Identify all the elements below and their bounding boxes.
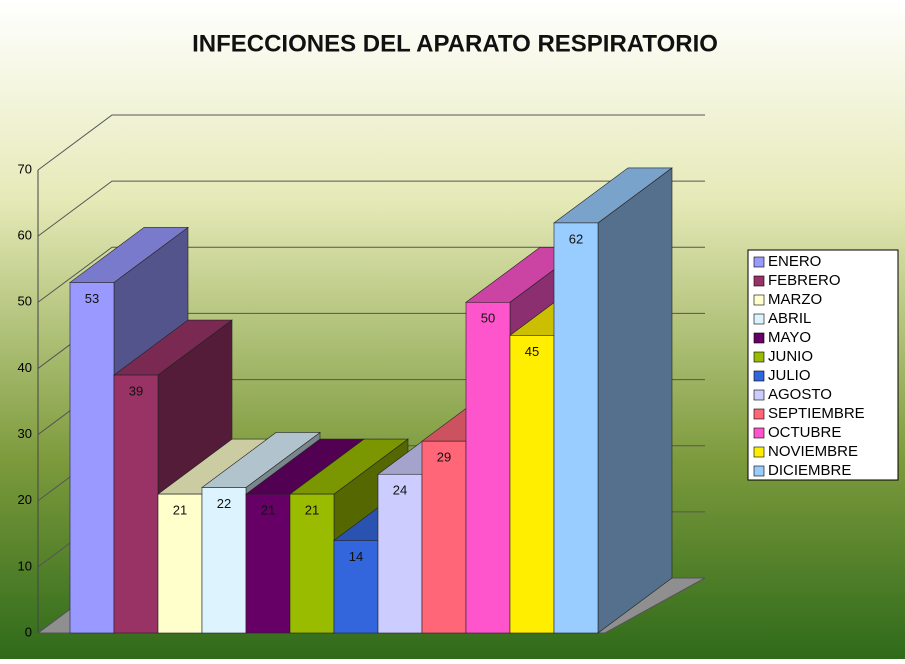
data-label: 21: [173, 503, 187, 518]
data-label: 21: [261, 503, 275, 518]
data-label: 53: [85, 291, 99, 306]
y-tick-label: 30: [18, 426, 32, 441]
legend-swatch: [753, 427, 765, 439]
bar: [69, 282, 115, 634]
grid-line: [37, 114, 705, 171]
bar: [201, 487, 247, 634]
bar: [421, 440, 467, 634]
legend-swatch: [753, 408, 765, 420]
legend-swatch: [753, 294, 765, 306]
bar: [333, 540, 379, 634]
bar: [509, 335, 555, 634]
legend-label: MAYO: [768, 329, 811, 346]
legend-swatch: [753, 313, 765, 325]
legend-swatch: [753, 446, 765, 458]
data-label: 24: [393, 483, 407, 498]
legend-swatch: [753, 389, 765, 401]
legend-swatch: [753, 351, 765, 363]
data-label: 21: [305, 503, 319, 518]
legend-label: OCTUBRE: [768, 424, 841, 441]
legend-label: AGOSTO: [768, 386, 832, 403]
bar: [245, 493, 291, 634]
legend-label: SEPTIEMBRE: [768, 405, 865, 422]
chart-title: INFECCIONES DEL APARATO RESPIRATORIO: [192, 30, 718, 57]
data-label: 62: [569, 231, 583, 246]
data-label: 39: [129, 383, 143, 398]
legend-swatch: [753, 465, 765, 477]
legend-label: NOVIEMBRE: [768, 443, 858, 460]
bar: [553, 222, 599, 634]
bar: [465, 301, 511, 634]
legend-swatch: [753, 275, 765, 287]
data-label: 29: [437, 450, 451, 465]
data-label: 50: [481, 311, 495, 326]
data-label: 22: [217, 496, 231, 511]
y-tick-label: 20: [18, 492, 32, 507]
bar: [113, 374, 159, 634]
legend-label: DICIEMBRE: [768, 462, 851, 479]
grid-line: [37, 246, 705, 303]
bar-side: [597, 167, 673, 634]
data-label: 45: [525, 344, 539, 359]
legend-label: ENERO: [768, 253, 821, 270]
legend-label: JUNIO: [768, 348, 813, 365]
bar: [289, 493, 335, 634]
legend-swatch: [753, 370, 765, 382]
y-tick-label: 50: [18, 294, 32, 309]
legend-label: ABRIL: [768, 310, 811, 327]
data-label: 14: [349, 549, 363, 564]
bar: [377, 473, 423, 634]
legend: [747, 249, 899, 481]
y-tick-label: 60: [18, 228, 32, 243]
legend-label: MARZO: [768, 291, 822, 308]
y-tick-label: 40: [18, 360, 32, 375]
legend-label: FEBRERO: [768, 272, 841, 289]
y-tick-label: 70: [18, 161, 32, 176]
y-tick-label: 10: [18, 558, 32, 573]
legend-swatch: [753, 332, 765, 344]
y-tick-label: 0: [25, 624, 32, 639]
legend-swatch: [753, 256, 765, 268]
legend-label: JULIO: [768, 367, 811, 384]
grid-line: [37, 180, 705, 237]
